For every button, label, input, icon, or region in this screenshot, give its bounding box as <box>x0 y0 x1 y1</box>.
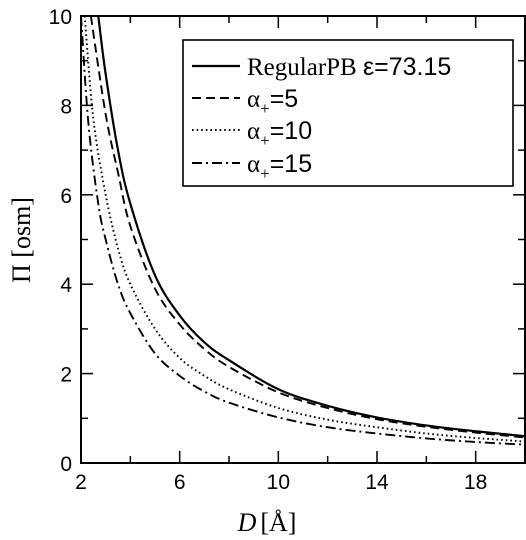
x-tick-label: 6 <box>174 471 186 494</box>
series-line-2 <box>89 16 525 439</box>
legend-value: =15 <box>270 150 312 178</box>
legend-subscript: + <box>260 164 270 183</box>
y-tick-label: 10 <box>49 6 72 29</box>
legend-subscript: + <box>260 99 270 118</box>
curves <box>81 16 525 446</box>
y-tick-label: 0 <box>60 453 72 476</box>
legend-name: RegularPB <box>247 54 363 81</box>
x-tick-label: 10 <box>267 471 290 494</box>
legend-entry-3: α+=10 <box>247 117 312 150</box>
legend-subscript: + <box>260 131 270 150</box>
y-tick-label: 4 <box>60 274 72 297</box>
legend-entry-4: α+=15 <box>247 150 312 183</box>
series-line-4 <box>81 16 525 446</box>
x-axis-unit: [Å] <box>260 508 296 537</box>
x-tick-label: 2 <box>75 471 87 494</box>
axis-labels: D [Å] Π [osm] <box>7 197 296 537</box>
legend-value: =5 <box>270 85 299 113</box>
legend-symbol: α <box>247 118 260 145</box>
y-tick-label: 8 <box>60 95 72 118</box>
y-axis-label: Π [osm] <box>7 197 36 283</box>
legend-value: ε=73.15 <box>363 53 451 81</box>
x-axis-label: D [Å] <box>237 508 297 537</box>
legend-entry-2: α+=5 <box>247 85 298 118</box>
x-tick-label: 18 <box>464 471 487 494</box>
legend-value: =10 <box>270 117 312 145</box>
legend: RegularPB ε=73.15α+=5α+=10α+=15 <box>182 39 514 187</box>
y-tick-label: 6 <box>60 185 72 208</box>
legend-symbol: α <box>247 151 260 178</box>
y-tick-label: 2 <box>60 364 72 387</box>
x-tick-label: 14 <box>365 471 389 494</box>
series-line-3 <box>83 16 525 443</box>
legend-symbol: α <box>247 86 260 113</box>
series-line-1 <box>97 16 525 438</box>
legend-entry-1: RegularPB ε=73.15 <box>247 53 451 81</box>
legend-box <box>182 39 514 187</box>
x-axis-var: D <box>237 508 257 537</box>
